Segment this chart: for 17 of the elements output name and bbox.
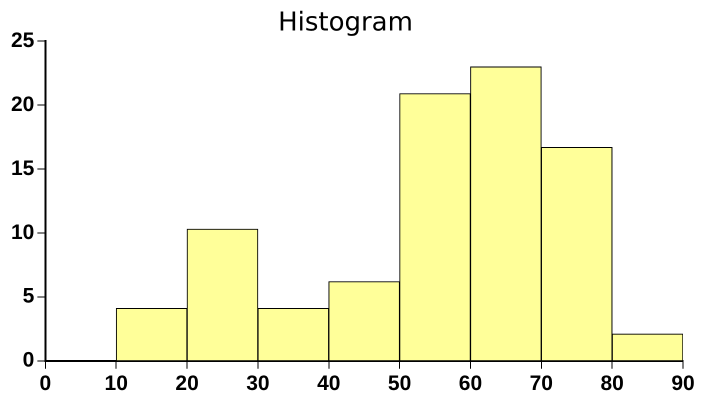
x-tick-label: 90 [671, 372, 695, 396]
y-tick-label: 5 [22, 284, 35, 308]
y-tick-label: 20 [11, 92, 34, 116]
x-tick-label: 30 [246, 372, 270, 396]
x-tick-label: 50 [388, 372, 412, 396]
chart-title: Histogram [278, 7, 413, 38]
y-tick-label: 0 [22, 348, 34, 372]
x-tick-label: 40 [317, 372, 340, 396]
x-tick-label: 60 [458, 372, 482, 396]
x-tick-label: 70 [530, 372, 553, 396]
x-tick-label: 80 [600, 372, 624, 396]
x-tick-label: 10 [104, 372, 128, 396]
y-tick-label: 25 [11, 28, 35, 52]
y-tick-label: 15 [11, 156, 35, 180]
x-tick-label: 0 [40, 372, 52, 396]
x-tick-label: 20 [175, 372, 199, 396]
y-tick-label: 10 [11, 220, 34, 244]
